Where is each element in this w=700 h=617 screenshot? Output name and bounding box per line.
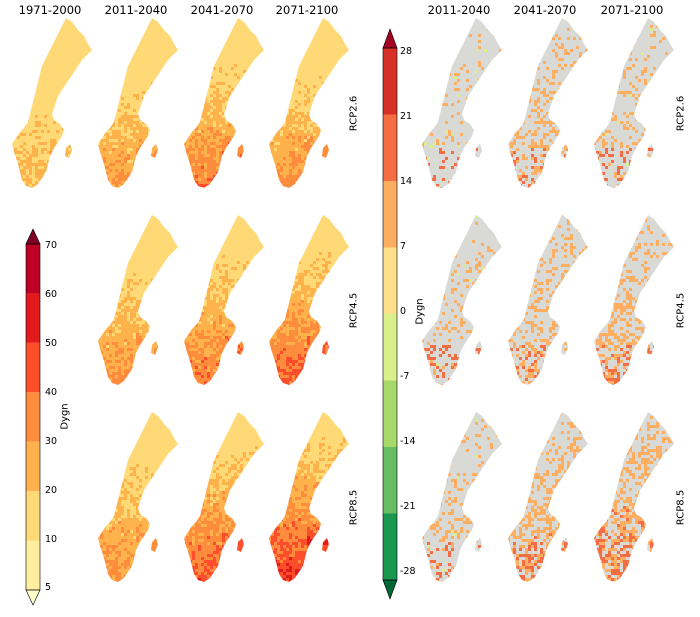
left-cbar-tick-20: 20	[45, 485, 57, 496]
right-cbar-tick-21: 21	[400, 111, 412, 122]
right-cbar-tick-m28: -28	[400, 566, 416, 577]
left-colorbar-segment	[26, 491, 40, 541]
left-cbar-tick-10: 10	[45, 534, 57, 545]
right-colorbar-segment	[383, 247, 397, 314]
diff-map-row2-col1	[422, 215, 502, 385]
left-colorbar-segment	[26, 293, 40, 343]
diff-map-row3-col3	[594, 412, 674, 582]
left-col-title-1: 1971-2000	[10, 3, 90, 17]
left-cbar-tick-60: 60	[45, 289, 57, 300]
abs-map-row1-col1	[12, 18, 92, 188]
diff-map-row1-col2	[508, 18, 588, 188]
right-colorbar-segment	[383, 48, 397, 115]
right-colorbar-segment	[383, 447, 397, 514]
left-cbar-tick-30: 30	[45, 436, 57, 447]
left-cbar-tick-70: 70	[45, 240, 57, 251]
left-colorbar-bottom-arrow	[25, 589, 41, 606]
right-colorbar-bottom-arrow	[382, 579, 398, 600]
left-cbar-tick-5: 5	[45, 582, 51, 593]
abs-map-row1-col3	[184, 18, 264, 188]
abs-map-row2-col2	[98, 215, 178, 385]
left-col-title-4: 2071-2100	[267, 3, 347, 17]
abs-map-row3-col4	[269, 412, 349, 582]
right-colorbar-segment	[383, 314, 397, 381]
diff-map-row1-col1	[422, 18, 502, 188]
diff-map-row2-col2	[508, 215, 588, 385]
left-cbar-tick-40: 40	[45, 387, 57, 398]
left-colorbar-label: Dygn	[60, 403, 71, 429]
abs-map-row3-col2	[98, 412, 178, 582]
right-cbar-tick-0: 0	[400, 306, 406, 317]
right-col-title-3: 2071-2100	[592, 3, 672, 17]
left-colorbar-top-arrow	[25, 228, 41, 245]
abs-map-row2-col4	[269, 215, 349, 385]
diff-map-row3-col1	[422, 412, 502, 582]
right-colorbar-segment	[383, 114, 397, 181]
right-colorbar-label: Dygn	[415, 298, 426, 324]
diff-map-row3-col2	[508, 412, 588, 582]
left-colorbar-segment	[26, 392, 40, 442]
right-colorbar-segment	[383, 380, 397, 447]
right-col-title-1: 2011-2040	[419, 3, 499, 17]
abs-map-row3-col3	[184, 412, 264, 582]
right-colorbar	[382, 28, 398, 600]
right-cbar-tick-m14: -14	[400, 436, 416, 447]
left-colorbar-segment	[26, 540, 40, 590]
left-colorbar-segment	[26, 342, 40, 393]
diff-map-row1-col3	[594, 18, 674, 188]
right-colorbar-segment	[383, 181, 397, 248]
right-cbar-tick-m21: -21	[400, 501, 416, 512]
right-colorbar-segment	[383, 513, 397, 580]
left-cbar-tick-50: 50	[45, 338, 57, 349]
right-cbar-tick-m7: -7	[400, 371, 409, 382]
left-col-title-2: 2011-2040	[96, 3, 176, 17]
left-colorbar	[25, 228, 41, 606]
right-colorbar-top-arrow	[382, 28, 398, 49]
left-col-title-3: 2041-2070	[182, 3, 262, 17]
left-colorbar-segment	[26, 244, 40, 294]
right-cbar-tick-14: 14	[400, 176, 412, 187]
right-cbar-tick-7: 7	[400, 241, 406, 252]
diff-map-row2-col3	[594, 215, 674, 385]
left-colorbar-segment	[26, 441, 40, 492]
abs-map-row1-col4	[269, 18, 349, 188]
abs-map-row1-col2	[98, 18, 178, 188]
abs-map-row2-col3	[184, 215, 264, 385]
right-cbar-tick-28: 28	[400, 46, 412, 57]
right-col-title-2: 2041-2070	[505, 3, 585, 17]
